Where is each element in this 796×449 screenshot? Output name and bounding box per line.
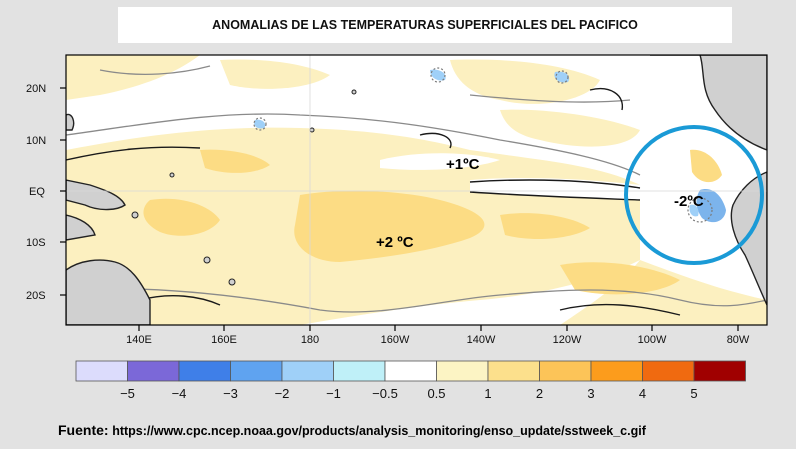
lon-label: 140E [126,334,152,346]
colorbar-label: −3 [223,386,238,401]
colorbar-label: 3 [587,386,594,401]
lon-label: 100W [638,334,667,346]
title-box: ANOMALIAS DE LAS TEMPERATURAS SUPERFICIA… [118,7,732,43]
colorbar-label: −1 [326,386,341,401]
lat-label: 10S [26,237,46,249]
colorbar-label: −0.5 [372,386,398,401]
lon-label: 120W [553,334,582,346]
colorbar-swatch [178,360,231,382]
lon-label: 180 [301,334,319,346]
colorbar-swatch [75,360,128,382]
colorbar-swatch [693,360,746,382]
source-line: Fuente: https://www.cpc.ncep.noaa.gov/pr… [58,422,646,438]
annotation-plus1: +1ºC [446,156,480,173]
colorbar-label: 1 [484,386,491,401]
highlight-circle [624,125,764,265]
lon-label: 80W [727,334,750,346]
source-url: https://www.cpc.ncep.noaa.gov/products/a… [112,424,646,438]
lat-label: 20N [26,83,46,95]
colorbar-swatch [487,360,540,382]
colorbar-label: −4 [172,386,187,401]
colorbar-swatch [384,360,437,382]
colorbar-label: 2 [536,386,543,401]
lon-label: 160W [381,334,410,346]
colorbar-label: 4 [639,386,646,401]
colorbar-swatch [333,360,386,382]
colorbar-swatch [230,360,283,382]
colorbar-swatch [642,360,695,382]
colorbar-label: 0.5 [427,386,445,401]
colorbar: −5 −4 −3 −2 −1 −0.5 0.5 1 2 3 4 5 [75,360,746,401]
annotation-minus2: -2ºC [674,193,704,210]
colorbar-label: −5 [120,386,135,401]
colorbar-swatch [539,360,592,382]
lat-label: 20S [26,290,46,302]
colorbar-label: 5 [690,386,697,401]
colorbar-swatch [281,360,334,382]
colorbar-swatch [127,360,180,382]
lon-label: 160E [211,334,237,346]
colorbar-swatch [436,360,489,382]
annotation-plus2: +2 ºC [376,234,414,251]
colorbar-swatch [590,360,643,382]
lat-label: 10N [26,135,46,147]
colorbar-label: −2 [275,386,290,401]
source-label: Fuente: [58,422,109,438]
map-title: ANOMALIAS DE LAS TEMPERATURAS SUPERFICIA… [212,18,638,32]
lat-label: EQ [29,186,45,198]
lon-label: 140W [467,334,496,346]
